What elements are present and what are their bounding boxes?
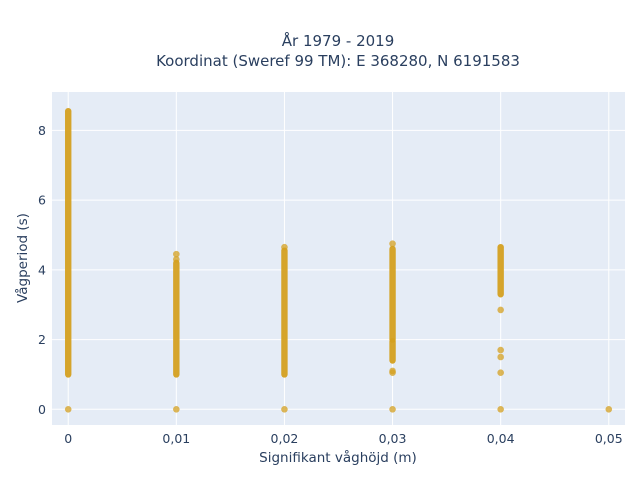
tick-labels: 0 0,01 0,02 0,03 0,04 0,05 0 2 4 6 8 <box>38 123 623 446</box>
marker-band-0-3 <box>389 245 396 343</box>
x-tick-label-5: 0,05 <box>595 431 623 446</box>
y-tick-label-2: 4 <box>38 262 46 277</box>
marker-point-0-11 <box>497 369 504 376</box>
y-tick-label-1: 2 <box>38 332 46 347</box>
marker-point-0-5 <box>281 243 288 251</box>
x-tick-label-3: 0,03 <box>379 431 407 446</box>
y-axis-title: Vågperiod (s) <box>14 213 31 303</box>
y-tick-label-4: 8 <box>38 123 46 138</box>
marker-point-0-12 <box>497 353 504 361</box>
marker-point-0-6 <box>389 406 396 413</box>
marker-point-0-10 <box>497 406 504 413</box>
y-tick-label-0: 0 <box>38 402 46 417</box>
marker-point-0-2 <box>173 256 180 263</box>
chart-title-line-2: Koordinat (Sweref 99 TM): E 368280, N 61… <box>156 52 520 70</box>
x-tick-label-1: 0,01 <box>162 431 190 446</box>
marker-point-0-9 <box>389 240 396 247</box>
y-tick-label-3: 6 <box>38 193 46 208</box>
x-tick-label-4: 0,04 <box>487 431 515 446</box>
x-tick-label-0: 0 <box>64 431 72 446</box>
marker-point-0-0 <box>64 406 72 413</box>
marker-point-0-13 <box>497 346 504 354</box>
marker-point-0-8 <box>389 367 396 375</box>
chart-title-line-1: År 1979 - 2019 <box>282 31 395 50</box>
x-tick-label-2: 0,02 <box>271 431 299 446</box>
marker-band-0-0 <box>65 107 72 378</box>
marker-band-0-5 <box>497 243 504 298</box>
marker-point-0-4 <box>281 406 288 413</box>
data-markers <box>64 107 613 413</box>
marker-point-0-3 <box>173 250 180 258</box>
marker-band-0-1 <box>173 259 180 378</box>
marker-band-0-2 <box>281 247 288 378</box>
marker-point-0-15 <box>605 406 613 413</box>
marker-band-0-4 <box>389 338 396 364</box>
marker-point-0-1 <box>173 406 180 413</box>
marker-point-0-14 <box>497 306 504 314</box>
plot-area <box>52 92 625 425</box>
x-axis-title: Signifikant våghöjd (m) <box>259 449 417 466</box>
